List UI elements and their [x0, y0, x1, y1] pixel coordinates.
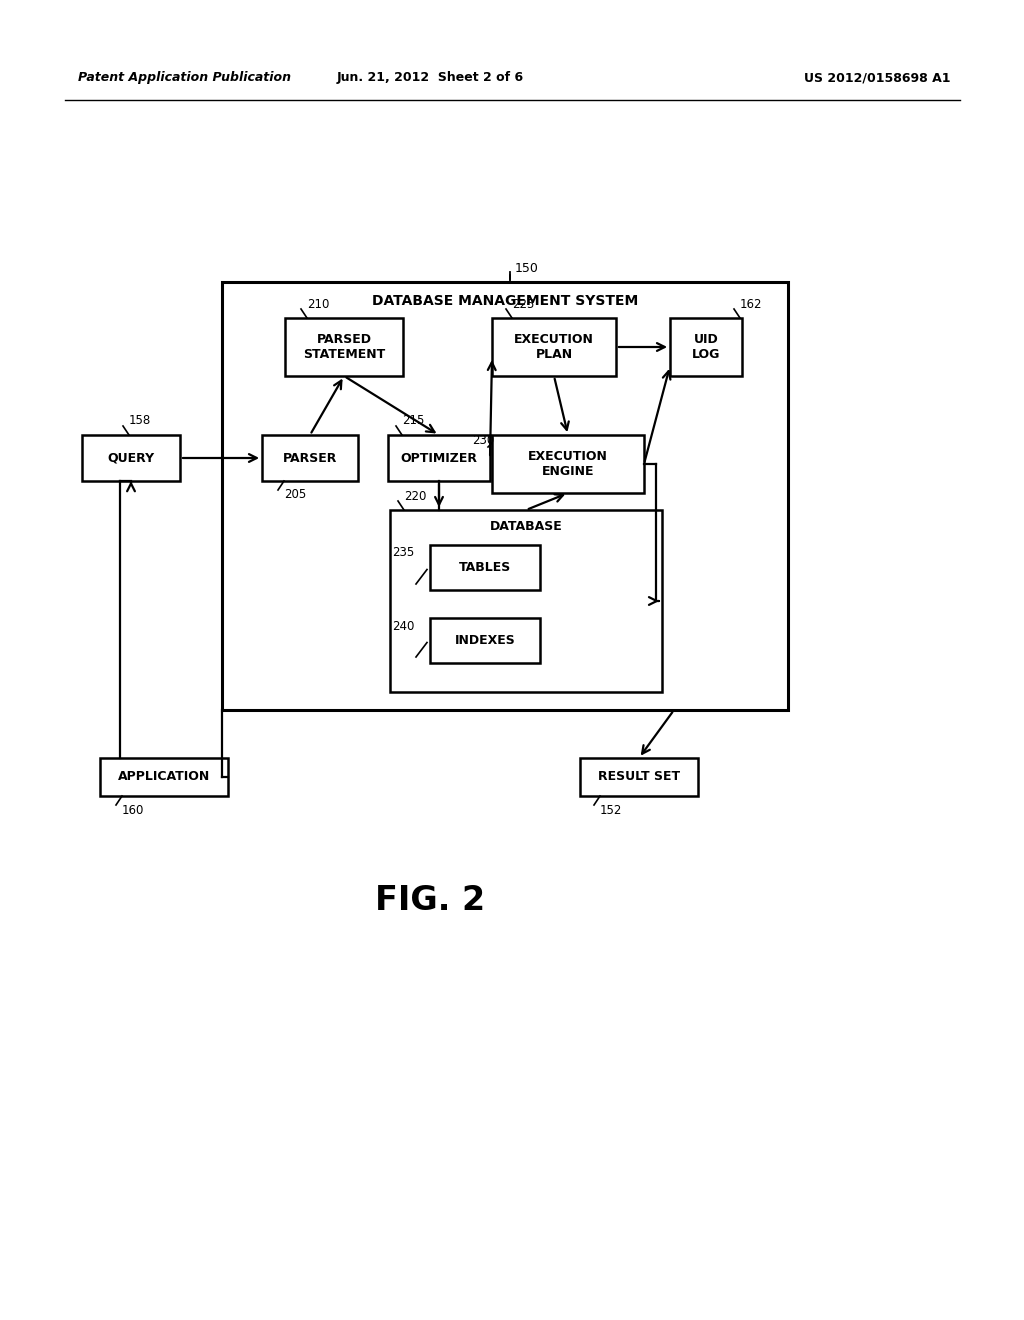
Text: APPLICATION: APPLICATION	[118, 771, 210, 784]
Bar	[430, 545, 540, 590]
Text: 160: 160	[122, 804, 144, 817]
Bar	[285, 318, 403, 376]
Bar	[670, 318, 742, 376]
Text: US 2012/0158698 A1: US 2012/0158698 A1	[804, 71, 950, 84]
Text: UID
LOG: UID LOG	[692, 333, 720, 360]
Bar	[430, 618, 540, 663]
Text: 162: 162	[740, 297, 763, 310]
Text: INDEXES: INDEXES	[455, 634, 515, 647]
Text: FIG. 2: FIG. 2	[375, 883, 485, 916]
Bar	[390, 510, 662, 692]
Text: 235: 235	[392, 546, 415, 560]
Bar	[492, 436, 644, 492]
Text: 158: 158	[129, 414, 152, 428]
Text: DATABASE: DATABASE	[489, 520, 562, 532]
Text: EXECUTION
PLAN: EXECUTION PLAN	[514, 333, 594, 360]
Bar	[262, 436, 358, 480]
Text: PARSED
STATEMENT: PARSED STATEMENT	[303, 333, 385, 360]
Bar	[580, 758, 698, 796]
Bar	[388, 436, 490, 480]
Text: QUERY: QUERY	[108, 451, 155, 465]
Text: RESULT SET: RESULT SET	[598, 771, 680, 784]
Text: 240: 240	[392, 619, 415, 632]
Text: 152: 152	[600, 804, 623, 817]
Text: 150: 150	[515, 261, 539, 275]
Text: 205: 205	[284, 488, 306, 502]
Text: EXECUTION
ENGINE: EXECUTION ENGINE	[528, 450, 608, 478]
Text: TABLES: TABLES	[459, 561, 511, 574]
Text: 210: 210	[307, 297, 330, 310]
Bar	[82, 436, 180, 480]
Text: OPTIMIZER: OPTIMIZER	[400, 451, 477, 465]
Text: 215: 215	[402, 414, 424, 428]
Text: Patent Application Publication: Patent Application Publication	[78, 71, 291, 84]
Text: DATABASE MANAGEMENT SYSTEM: DATABASE MANAGEMENT SYSTEM	[372, 294, 638, 308]
Text: 230: 230	[472, 433, 495, 446]
Text: 220: 220	[404, 490, 426, 503]
Bar	[492, 318, 616, 376]
Bar	[100, 758, 228, 796]
Text: Jun. 21, 2012  Sheet 2 of 6: Jun. 21, 2012 Sheet 2 of 6	[337, 71, 523, 84]
Bar	[222, 282, 788, 710]
Text: 225: 225	[512, 297, 535, 310]
Text: PARSER: PARSER	[283, 451, 337, 465]
